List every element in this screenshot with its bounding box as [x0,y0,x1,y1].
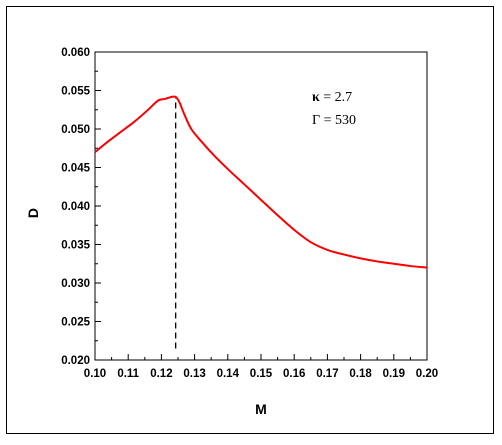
y-tick-label: 0.040 [61,201,90,213]
x-tick-label: 0.14 [217,368,240,380]
gamma-symbol: Γ [312,113,320,128]
y-tick-label: 0.055 [61,86,90,98]
x-tick-label: 0.16 [283,368,305,380]
x-tick-label: 0.10 [84,368,106,380]
plot-area-border [94,51,428,361]
kappa-annotation: κ = 2.7 [312,90,352,105]
x-tick-label: 0.18 [349,368,372,380]
series-line [94,95,428,269]
y-tick-label: 0.030 [61,278,90,290]
y-axis-label: D [25,208,41,218]
gamma-annotation: Γ = 530 [312,113,356,128]
x-tick-label: 0.15 [250,368,273,380]
y-tick-label: 0.025 [61,317,90,329]
x-tick-label: 0.17 [316,368,338,380]
y-tick-label: 0.060 [61,47,90,59]
x-tick-label: 0.19 [383,368,405,380]
x-axis-ticks: 0.10 0.11 0.12 0.13 0.14 0.15 0.16 0.17 0.18 0.19… [84,354,438,380]
y-tick-label: 0.050 [61,124,90,136]
x-tick-label: 0.11 [117,368,139,380]
chart-frame [6,6,494,434]
gamma-value: = 530 [320,113,356,128]
y-tick-label: 0.045 [61,163,90,175]
x-axis-label: M [255,401,267,417]
kappa-symbol: κ [312,90,320,105]
y-tick-label: 0.020 [61,355,90,367]
x-tick-label: 0.20 [416,368,438,380]
kappa-value: = 2.7 [320,90,352,105]
x-tick-label: 0.12 [150,368,172,380]
y-axis-ticks: 0.020 0.025 0.030 0.035 0.040 0.045 0.050 0.055… [61,47,101,367]
x-tick-label: 0.13 [183,368,205,380]
y-tick-label: 0.035 [61,240,90,252]
